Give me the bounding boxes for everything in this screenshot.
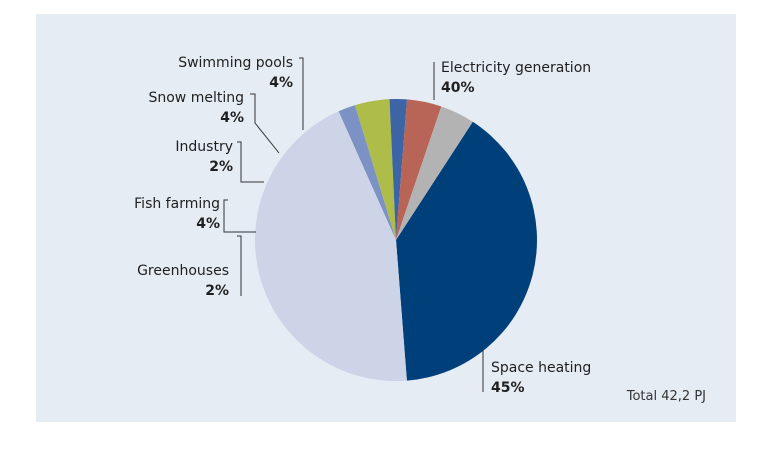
label-industry: Industry: [175, 139, 233, 155]
leader-snow-melting: [250, 93, 280, 154]
total-label: Total 42,2 PJ: [626, 389, 706, 404]
leader-swimming-pools: [299, 57, 304, 130]
value-electricity-generation: 40%: [441, 80, 475, 96]
label-electricity-generation: Electricity generation: [441, 60, 591, 76]
label-space-heating: Space heating: [491, 360, 591, 376]
value-space-heating: 45%: [491, 380, 525, 396]
pie-slices: [254, 98, 537, 382]
pie-slice-snow-melting: [396, 99, 442, 241]
leader-industry: [237, 141, 264, 183]
value-swimming-pools: 4%: [269, 75, 293, 91]
label-swimming-pools: Swimming pools: [178, 55, 293, 71]
pie-slice-swimming-pools: [396, 106, 473, 240]
label-fish-farming: Fish farming: [134, 196, 220, 212]
value-fish-farming: 4%: [196, 216, 220, 232]
pie-slice-greenhouses: [338, 105, 396, 240]
pie-slice-electricity-generation: [396, 121, 537, 381]
value-snow-melting: 4%: [220, 110, 244, 126]
value-industry: 2%: [209, 159, 233, 175]
pie-slice-space-heating: [254, 111, 407, 382]
label-greenhouses: Greenhouses: [137, 263, 229, 279]
pie-slice-fish-farming: [355, 99, 396, 241]
label-snow-melting: Snow melting: [148, 90, 244, 106]
leader-lines: [223, 57, 484, 392]
value-greenhouses: 2%: [205, 283, 229, 299]
pie-slice-industry: [389, 98, 408, 240]
leader-greenhouses: [237, 235, 242, 296]
leader-fish-farming: [223, 199, 256, 233]
